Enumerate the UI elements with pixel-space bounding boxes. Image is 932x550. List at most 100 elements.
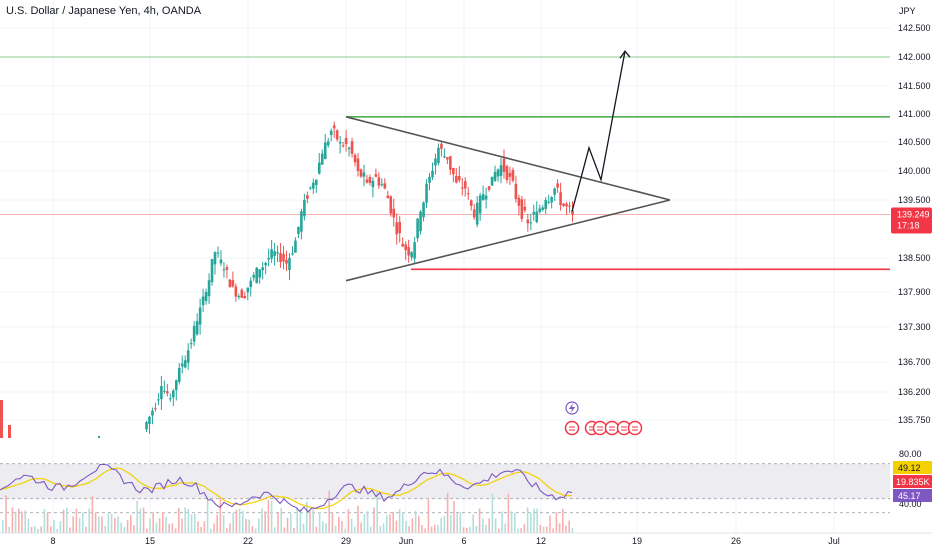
volume-bar <box>277 512 279 533</box>
volume-bar <box>117 516 119 533</box>
volume-bar <box>475 526 478 533</box>
volume-bar <box>405 520 407 533</box>
candle-body <box>204 292 208 301</box>
volume-bar <box>472 514 474 533</box>
volume-bar <box>130 515 132 533</box>
candle-body <box>225 267 229 270</box>
volume-bar <box>296 507 298 533</box>
volume-bar <box>501 511 503 533</box>
candle-body <box>469 200 473 206</box>
candle-body <box>356 158 360 171</box>
candle-body <box>291 253 294 255</box>
volume-bar <box>46 512 49 533</box>
candle-body <box>180 363 184 367</box>
time-tick: Jun <box>399 536 414 546</box>
price-axis-bg <box>890 0 932 550</box>
price-tick: 142.000 <box>898 52 931 62</box>
candle-body <box>273 251 276 257</box>
volume-bar <box>30 526 33 533</box>
candle-body <box>449 156 452 170</box>
candle-body <box>565 203 568 207</box>
candle-body <box>350 141 354 154</box>
candle-body <box>463 181 467 189</box>
candle-body <box>365 179 369 183</box>
candle-body <box>160 386 163 400</box>
volume-bar <box>66 507 68 533</box>
time-tick: 19 <box>632 536 642 546</box>
volume-bar <box>267 499 270 533</box>
volume-bar <box>299 509 302 533</box>
candle-body <box>240 289 244 298</box>
candle-body <box>490 176 494 186</box>
volume-bar <box>411 518 414 533</box>
volume-bar <box>331 512 334 533</box>
volume-bar <box>558 523 561 533</box>
volume-bar <box>133 525 135 533</box>
volume-bar <box>552 528 554 533</box>
volume-bar <box>110 513 113 533</box>
price-tick: 137.900 <box>898 287 931 297</box>
candle-body <box>186 350 190 363</box>
volume-bar <box>245 518 247 533</box>
candle-body <box>484 195 488 200</box>
volume-bar <box>72 516 74 533</box>
candle-body <box>410 252 413 258</box>
candle-body <box>198 307 202 325</box>
candle-body <box>174 380 178 391</box>
volume-bar <box>498 528 500 533</box>
candle-body <box>550 197 553 203</box>
projection-path <box>571 51 626 212</box>
volume-bar <box>533 508 535 533</box>
volume-bar <box>539 524 542 533</box>
candle-body <box>475 202 479 225</box>
candle-body <box>207 280 211 297</box>
volume-bar <box>18 508 20 533</box>
volume-bar <box>338 516 340 533</box>
ma-badge-value: 49.12 <box>898 463 921 473</box>
volume-bar <box>395 520 398 533</box>
countdown-value: 17:18 <box>897 221 920 231</box>
candle-body <box>329 130 333 136</box>
volume-bar <box>264 511 266 533</box>
candle-body <box>332 125 336 129</box>
volume-bar <box>430 526 433 533</box>
candle-body <box>201 296 205 306</box>
events-layer <box>564 401 643 436</box>
us-flag-event-icon <box>604 420 620 436</box>
volume-bar <box>373 507 375 533</box>
candle-body <box>294 240 297 253</box>
us-flag-event-icon <box>592 420 608 436</box>
volume-bar <box>24 510 26 533</box>
candle-body <box>526 219 530 224</box>
volume-bar <box>251 525 254 533</box>
volume-bar <box>370 526 372 533</box>
volume-bar <box>261 508 263 533</box>
candle-body <box>371 180 375 188</box>
candle-body <box>261 267 264 271</box>
triangle-lower-line <box>345 199 671 282</box>
volume-bar <box>219 496 222 533</box>
candle-body <box>425 183 428 203</box>
candle-body <box>466 193 470 195</box>
candle-body <box>270 249 273 259</box>
volume-bar <box>360 522 362 533</box>
volume-bar <box>69 527 71 533</box>
candle-body <box>416 218 419 239</box>
candle-body <box>535 211 539 223</box>
volume-bar <box>315 526 318 533</box>
candle-body <box>169 398 172 400</box>
volume-bar <box>437 524 439 533</box>
candle-body <box>493 171 497 181</box>
volume-bar <box>107 513 110 533</box>
candle-body <box>145 422 148 430</box>
candle-body <box>395 222 399 235</box>
volume-bar <box>443 516 446 533</box>
candle-body <box>163 390 166 392</box>
volume-bar <box>123 526 126 533</box>
candle-body <box>157 399 160 401</box>
volume-bar <box>40 526 42 533</box>
candle-body <box>496 169 500 177</box>
volume-bar <box>5 495 7 533</box>
volume-bar <box>280 507 282 533</box>
